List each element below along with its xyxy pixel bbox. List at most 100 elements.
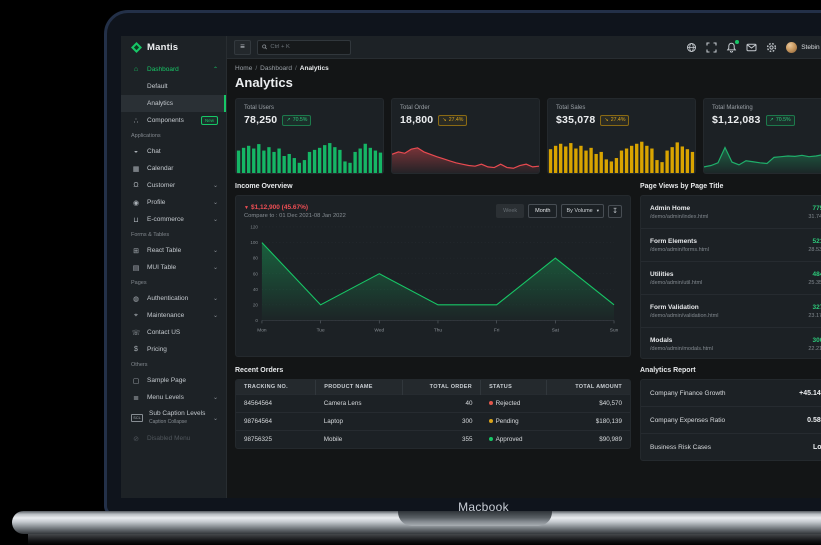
sidebar-item-disabled-menu: ⊘ Disabled Menu	[121, 430, 226, 447]
stat-value: 78,250	[244, 114, 278, 126]
stat-card-total-marketing: Total Marketing $1,12,083 ↗ 70.5%	[703, 98, 821, 174]
customer-icon: Ω	[133, 182, 139, 189]
orders-column-header[interactable]: TOTAL AMOUNT	[546, 380, 630, 395]
fullscreen-icon[interactable]	[706, 41, 717, 53]
orders-column-header[interactable]: PRODUCT NAME	[315, 380, 403, 395]
scl-icon: SCL	[131, 414, 143, 422]
sidebar-item-menu-levels[interactable]: ≣ Menu Levels ⌄	[121, 389, 226, 406]
order-total: 355	[402, 430, 481, 448]
sidebar-item-default[interactable]: Default	[121, 78, 226, 95]
chevron-down-icon: ⌄	[212, 395, 218, 401]
page-views-value: 5215	[812, 237, 821, 245]
page-path: /demo/admin/util.html	[650, 279, 703, 286]
sidebar-item-customer[interactable]: Ω Customer ⌄	[121, 177, 226, 194]
search-box[interactable]	[257, 39, 351, 55]
sidebar-item-sub-caption-levels[interactable]: SCL Sub Caption Levels Caption Collapse ⌄	[121, 406, 226, 430]
translate-icon[interactable]	[686, 42, 697, 53]
sidebar-item-components[interactable]: ∴ Components New	[121, 112, 226, 129]
sidebar-item-label: Chat	[147, 148, 161, 155]
trend-down-icon: ↘	[604, 116, 609, 123]
menu-levels-icon: ≣	[133, 394, 139, 402]
sidebar-item-label: Maintenance	[147, 312, 185, 319]
stat-sparkline-chart	[704, 139, 821, 173]
report-row: Company Expenses Ratio 0.58%	[641, 407, 821, 434]
week-toggle-button[interactable]: Week	[496, 204, 525, 218]
orders-column-header[interactable]: STATUS	[480, 380, 547, 395]
delta-down-icon: ▼	[244, 205, 249, 211]
orders-header-row: TRACKING NO. PRODUCT NAME TOTAL ORDER STATU…	[236, 380, 630, 395]
order-total: 300	[402, 412, 481, 431]
stat-label: Total Users	[244, 105, 275, 111]
stat-card-total-order: Total Order 18,800 ↘ 27.4%	[391, 98, 540, 174]
sidebar-item-authentication[interactable]: ◍ Authentication ⌄	[121, 290, 226, 307]
chevron-down-icon: ⌄	[212, 265, 218, 271]
page-view-row: Form Validation /demo/admin/validation.h…	[641, 295, 821, 328]
sidebar-item-profile[interactable]: ◉ Profile ⌄	[121, 194, 226, 211]
profile-icon: ◉	[132, 199, 140, 207]
search-input[interactable]	[270, 44, 346, 50]
report-row: Company Finance Growth +45.14%	[641, 380, 821, 407]
report-value: 0.58%	[807, 416, 821, 424]
breadcrumb-dashboard[interactable]: Dashboard	[260, 65, 292, 72]
sidebar-item-sample-page[interactable]: ▢ Sample Page	[121, 372, 226, 389]
sidebar-item-mui-table[interactable]: ▤ MUI Table ⌄	[121, 259, 226, 276]
page-view-row: Modals /demo/admin/modals.html 3003 22.2…	[641, 328, 821, 358]
svg-text:Mon: Mon	[257, 327, 267, 333]
svg-text:0: 0	[255, 318, 258, 323]
orders-column-header[interactable]: TRACKING NO.	[236, 380, 317, 395]
profile-menu[interactable]: Stebin Ben	[786, 41, 821, 53]
message-icon[interactable]	[746, 42, 757, 53]
stat-card-total-users: Total Users 78,250 ↗ 70.5%	[235, 98, 384, 174]
download-button[interactable]: ↧	[608, 204, 622, 218]
calendar-icon: ▦	[132, 165, 140, 173]
stat-value: 18,800	[400, 114, 434, 126]
analytics-report-section: Analytics Report Company Finance Growth …	[640, 365, 821, 461]
sidebar-item-caption: Caption Collapse	[149, 419, 188, 425]
sidebar-item-calendar[interactable]: ▦ Calendar	[121, 160, 226, 177]
authentication-icon: ◍	[132, 295, 140, 303]
stat-label: Total Marketing	[712, 105, 753, 111]
sidebar-item-label: Disabled Menu	[147, 435, 191, 442]
sidebar-item-maintenance[interactable]: ⌖ Maintenance ⌄	[121, 307, 226, 324]
month-toggle-button[interactable]: Month	[528, 204, 558, 218]
orders-column-header[interactable]: TOTAL ORDER	[402, 380, 482, 395]
maintenance-icon: ⌖	[134, 311, 138, 319]
sidebar-nav: ⌂ Dashboard ⌃ Default Analytics ∴ Components Ne…	[121, 58, 226, 498]
sidebar-item-e-commerce[interactable]: ⊔ E-commerce ⌄	[121, 211, 226, 228]
dashboard-icon: ⌂	[133, 66, 139, 73]
svg-text:100: 100	[250, 240, 258, 245]
analytics-report-card: Company Finance Growth +45.14%Company Ex…	[640, 379, 821, 461]
sidebar-item-label: Analytics	[147, 100, 174, 107]
svg-text:40: 40	[253, 287, 259, 292]
sidebar-item-react-table[interactable]: ⊞ React Table ⌄	[121, 242, 226, 259]
dashboard-screen: Mantis ⌂ Dashboard ⌃ Default Analytics ∴ Compo…	[121, 36, 821, 498]
sidebar-item-chat[interactable]: ◒ Chat	[121, 143, 226, 160]
order-row: 98764564 Laptop 300 Pending $180,139	[236, 412, 630, 431]
page-views-title: Page Views by Page Title	[640, 183, 724, 190]
main-area: ≡ Stebin Ben	[227, 36, 821, 498]
sidebar-item-contact-us[interactable]: ☏ Contact US	[121, 324, 226, 341]
sample-page-icon: ▢	[132, 377, 140, 385]
page-name: Form Elements	[650, 237, 697, 245]
stat-badge: ↘ 27.4%	[600, 114, 630, 126]
sidebar-item-dashboard[interactable]: ⌂ Dashboard ⌃	[121, 61, 226, 78]
stat-label: Total Sales	[556, 105, 586, 111]
download-icon: ↧	[612, 208, 618, 215]
chevron-down-icon: ⌄	[212, 313, 218, 319]
report-value: +45.14%	[799, 389, 821, 397]
notification-bell-icon[interactable]	[726, 39, 740, 53]
breadcrumb-home[interactable]: Home	[235, 65, 253, 72]
order-status: Pending	[480, 412, 547, 431]
settings-icon[interactable]	[766, 42, 777, 53]
logo[interactable]: Mantis	[121, 36, 226, 58]
sidebar-item-pricing[interactable]: $ Pricing	[121, 341, 226, 358]
stat-sparkline-chart	[236, 139, 383, 173]
page-views-section: Page Views by Page Title Admin Home /dem…	[640, 181, 821, 359]
sidebar-item-label: React Table	[147, 247, 182, 254]
svg-text:Sat: Sat	[552, 327, 560, 333]
sidebar-toggle-button[interactable]: ≡	[234, 39, 251, 55]
stat-badge: ↗ 70.5%	[765, 114, 795, 126]
sidebar-item-analytics[interactable]: Analytics	[121, 95, 226, 112]
volume-select[interactable]: By Volume ▾	[561, 204, 604, 218]
page-name: Modals	[650, 336, 673, 344]
